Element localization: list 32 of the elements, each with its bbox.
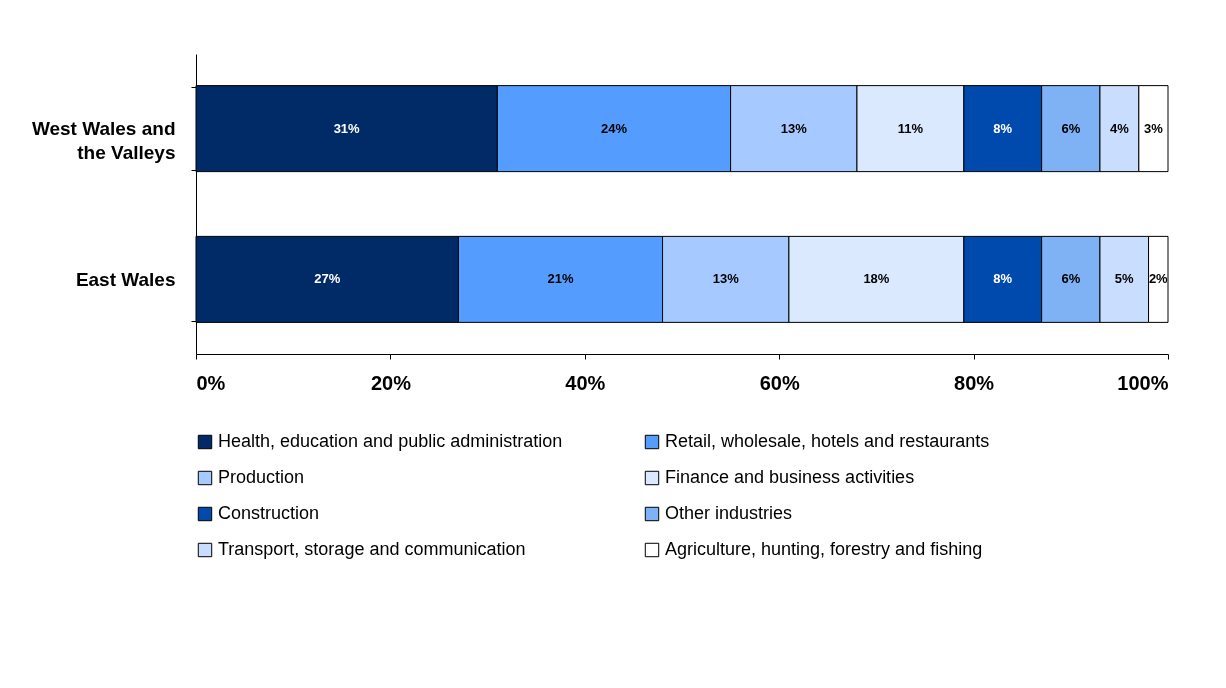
legend-label: Finance and business activities — [665, 467, 915, 487]
x-tick-label: 100% — [1117, 371, 1169, 394]
data-label: 8% — [993, 271, 1013, 287]
data-label: 5% — [1114, 271, 1135, 287]
y-tick-label: East Wales — [75, 268, 176, 290]
data-label: 31% — [333, 120, 361, 136]
data-label: 13% — [712, 271, 740, 287]
x-tick-label: 40% — [565, 371, 606, 394]
data-label: 8% — [993, 120, 1013, 136]
x-tick-label: 60% — [759, 371, 800, 394]
y-tick-label: West Wales and the Valleys — [31, 118, 176, 164]
data-label: 11% — [897, 120, 924, 136]
data-label: 24% — [600, 120, 628, 136]
legend-label: Agriculture, hunting, forestry and fishing — [665, 539, 983, 559]
legend-label: Transport, storage and communication — [218, 539, 526, 559]
data-label: 6% — [1061, 120, 1081, 136]
legend-label: Health, education and public administration — [218, 431, 563, 451]
data-label: 27% — [314, 271, 341, 287]
legend-label: Retail, wholesale, hotels and restaurants — [665, 431, 990, 451]
data-label: 18% — [863, 271, 890, 287]
data-label: 3% — [1144, 120, 1164, 136]
x-tick-label: 20% — [370, 371, 412, 394]
data-label: 4% — [1110, 120, 1130, 136]
legend-label: Construction — [218, 503, 320, 523]
data-label: 13% — [780, 120, 808, 136]
legend-label: Production — [218, 467, 305, 487]
x-tick-label: 0% — [196, 371, 226, 394]
x-tick-label: 80% — [954, 371, 995, 394]
data-label: 6% — [1061, 271, 1081, 287]
data-label: 2% — [1148, 271, 1169, 287]
legend-label: Other industries — [665, 503, 793, 523]
data-label: 21% — [547, 271, 574, 287]
